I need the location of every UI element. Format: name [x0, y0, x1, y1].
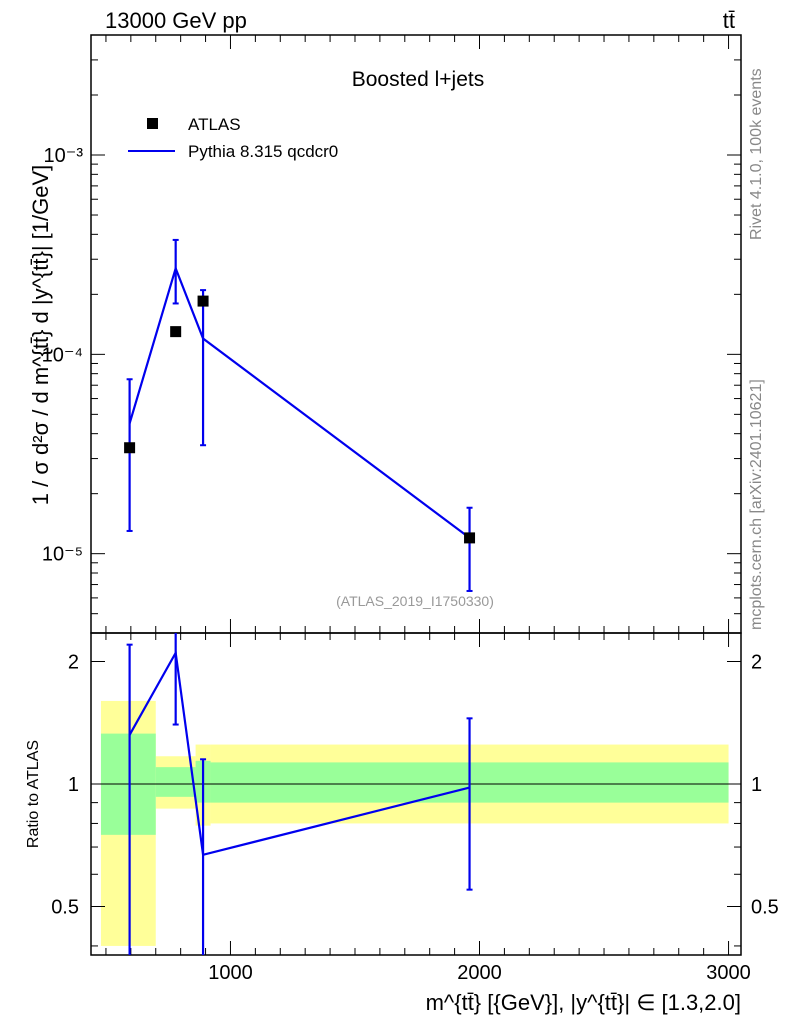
legend-atlas-label: ATLAS: [188, 115, 241, 134]
atlas-data-point: [464, 532, 476, 544]
ratio-y-tick-label-right: 1: [751, 774, 762, 796]
source-label: mcplots.cern.ch [arXiv:2401.10621]: [748, 379, 765, 630]
ratio-y-axis-label: Ratio to ATLAS: [25, 740, 42, 848]
ratio-panel-frame: [90, 632, 742, 956]
y-tick-label: 10⁻⁴: [42, 344, 83, 366]
main-y-axis-label: 1 / σ d²σ / d m^{tt̄} d |y^{tt̄}| [1/GeV…: [28, 165, 53, 506]
atlas-data-point: [124, 442, 136, 454]
main-axis-ticks: [91, 34, 741, 634]
legend-atlas-marker: [147, 118, 158, 129]
atlas-data-point: [197, 295, 209, 307]
x-tick-label: 1000: [208, 962, 253, 984]
ratio-y-tick-label-left: 2: [68, 652, 79, 674]
main-title: Boosted l+jets: [352, 68, 485, 91]
rivet-label: Rivet 4.1.0, 100k events: [748, 68, 765, 240]
y-tick-label: 10⁻⁵: [42, 544, 83, 566]
x-axis-label: m^{tt̄} [{GeV}], |y^{tt̄}| ∈ [1.3,2.0]: [426, 990, 741, 1015]
atlas-data-point: [170, 326, 182, 338]
x-tick-label: 2000: [457, 962, 502, 984]
analysis-id: (ATLAS_2019_I1750330): [336, 593, 494, 609]
energy-label: 13000 GeV pp: [105, 8, 247, 33]
ratio-y-tick-label-right: 2: [751, 652, 762, 674]
ratio-series-line: [128, 649, 470, 857]
pythia-series-line: [128, 264, 471, 539]
ratio-y-tick-label-left: 1: [68, 774, 79, 796]
process-label: tt̄: [723, 8, 735, 33]
ratio-y-tick-label-left: 0.5: [51, 896, 79, 918]
legend-pythia-label: Pythia 8.315 qcdcr0: [188, 142, 338, 161]
x-tick-label: 3000: [706, 962, 751, 984]
ratio-y-tick-label-right: 0.5: [751, 896, 779, 918]
ratio-band-green: [155, 767, 196, 797]
y-tick-label: 10⁻³: [44, 145, 84, 167]
